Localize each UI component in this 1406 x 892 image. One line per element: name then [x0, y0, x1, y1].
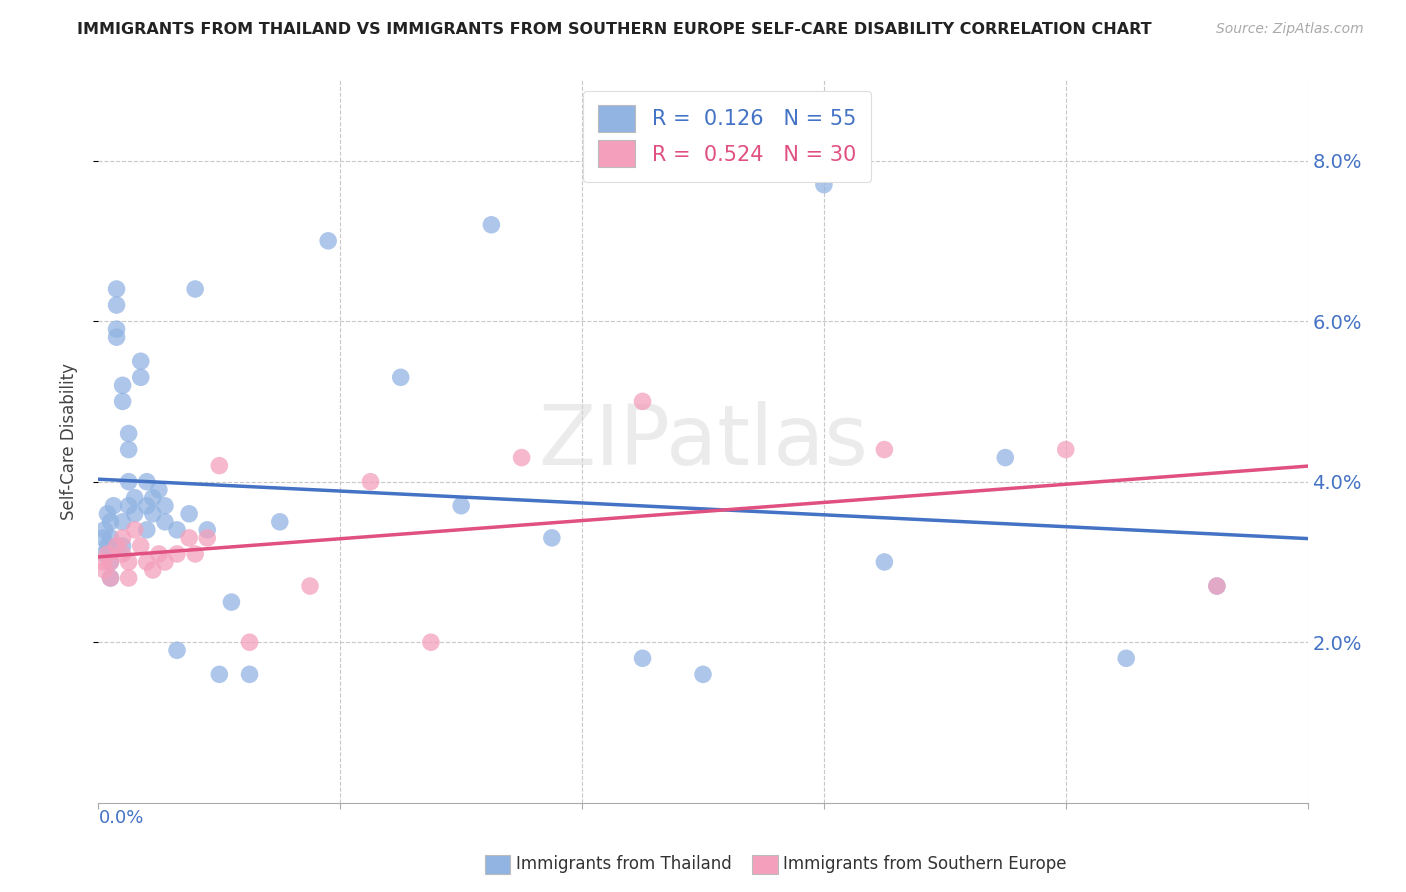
- Point: [153, 499, 176, 513]
- Point: [1115, 651, 1137, 665]
- Point: [111, 539, 134, 553]
- Text: Source: ZipAtlas.com: Source: ZipAtlas.com: [1216, 22, 1364, 37]
- Point: [135, 475, 157, 489]
- Point: [166, 523, 188, 537]
- Point: [103, 499, 125, 513]
- Y-axis label: Self-Care Disability: Self-Care Disability: [59, 363, 77, 520]
- Point: [1206, 579, 1229, 593]
- Point: [208, 458, 231, 473]
- Point: [111, 515, 134, 529]
- Point: [100, 555, 122, 569]
- Point: [118, 426, 141, 441]
- Point: [100, 571, 122, 585]
- Point: [179, 507, 201, 521]
- Point: [111, 547, 134, 561]
- Point: [100, 555, 122, 569]
- Point: [153, 515, 176, 529]
- Point: [118, 475, 141, 489]
- Point: [299, 579, 322, 593]
- Point: [96, 507, 118, 521]
- Point: [105, 298, 128, 312]
- Point: [195, 523, 218, 537]
- Point: [269, 515, 291, 529]
- Point: [360, 475, 382, 489]
- Point: [873, 555, 896, 569]
- Point: [450, 499, 472, 513]
- Point: [239, 667, 262, 681]
- Point: [692, 667, 714, 681]
- Point: [91, 555, 114, 569]
- Legend: R =  0.126   N = 55, R =  0.524   N = 30: R = 0.126 N = 55, R = 0.524 N = 30: [583, 91, 872, 182]
- Point: [111, 531, 134, 545]
- Point: [316, 234, 339, 248]
- Point: [631, 651, 654, 665]
- Point: [166, 643, 188, 657]
- Point: [111, 394, 134, 409]
- Point: [124, 507, 146, 521]
- Point: [118, 442, 141, 457]
- Point: [129, 539, 152, 553]
- Point: [96, 539, 118, 553]
- Point: [129, 370, 152, 384]
- Text: ZIPatlas: ZIPatlas: [538, 401, 868, 482]
- Point: [135, 523, 157, 537]
- Point: [100, 515, 122, 529]
- Point: [93, 547, 115, 561]
- Point: [179, 531, 201, 545]
- Point: [142, 507, 165, 521]
- Point: [420, 635, 443, 649]
- Text: IMMIGRANTS FROM THAILAND VS IMMIGRANTS FROM SOUTHERN EUROPE SELF-CARE DISABILITY: IMMIGRANTS FROM THAILAND VS IMMIGRANTS F…: [77, 22, 1152, 37]
- Point: [184, 282, 207, 296]
- Point: [124, 523, 146, 537]
- Point: [91, 531, 114, 545]
- Point: [813, 178, 835, 192]
- Point: [100, 571, 122, 585]
- Text: Immigrants from Thailand: Immigrants from Thailand: [516, 855, 731, 873]
- Point: [93, 563, 115, 577]
- Point: [118, 499, 141, 513]
- Point: [118, 571, 141, 585]
- Point: [481, 218, 503, 232]
- Point: [195, 531, 218, 545]
- Point: [148, 483, 170, 497]
- Point: [1206, 579, 1229, 593]
- Point: [100, 531, 122, 545]
- Point: [994, 450, 1017, 465]
- Point: [221, 595, 243, 609]
- Point: [111, 378, 134, 392]
- Point: [208, 667, 231, 681]
- Point: [142, 491, 165, 505]
- Point: [105, 539, 128, 553]
- Point: [540, 531, 562, 545]
- Point: [135, 499, 157, 513]
- Point: [631, 394, 654, 409]
- Point: [105, 322, 128, 336]
- Point: [153, 555, 176, 569]
- Point: [148, 547, 170, 561]
- Point: [239, 635, 262, 649]
- Point: [93, 523, 115, 537]
- Point: [135, 555, 157, 569]
- Point: [105, 282, 128, 296]
- Text: Immigrants from Southern Europe: Immigrants from Southern Europe: [783, 855, 1067, 873]
- Text: 0.0%: 0.0%: [98, 808, 143, 827]
- Point: [510, 450, 533, 465]
- Point: [129, 354, 152, 368]
- Point: [184, 547, 207, 561]
- Point: [166, 547, 188, 561]
- Point: [142, 563, 165, 577]
- Point: [105, 330, 128, 344]
- Point: [1054, 442, 1077, 457]
- Point: [118, 555, 141, 569]
- Point: [124, 491, 146, 505]
- Point: [96, 547, 118, 561]
- Point: [873, 442, 896, 457]
- Point: [389, 370, 412, 384]
